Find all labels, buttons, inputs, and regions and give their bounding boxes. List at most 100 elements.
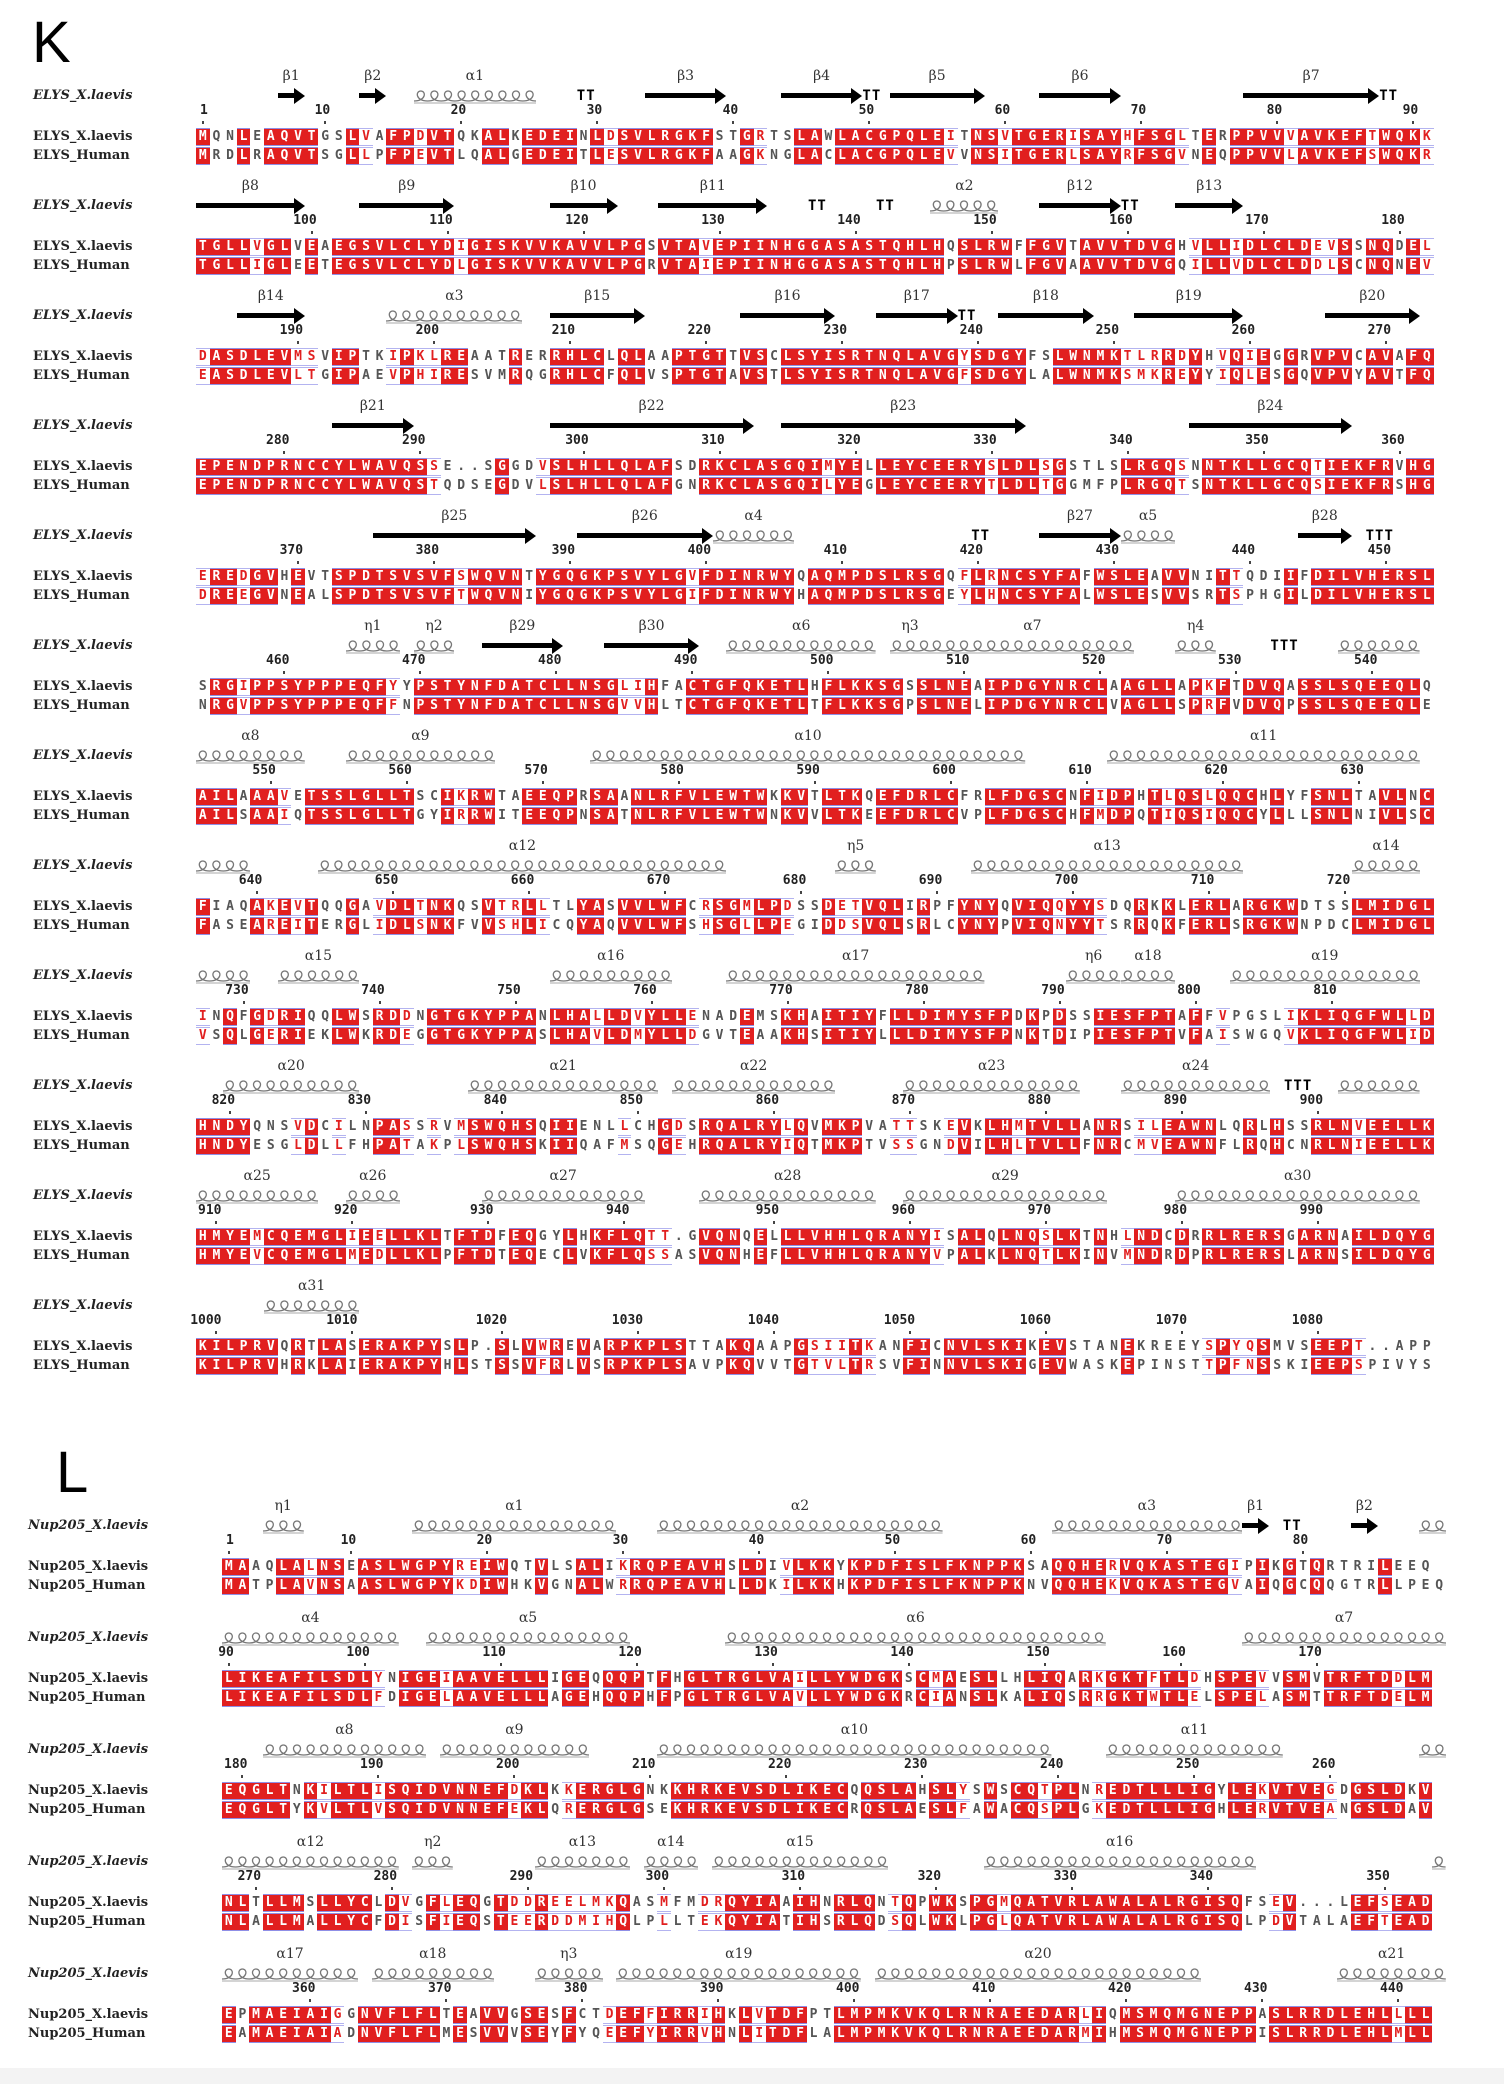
residue: . [484,1339,493,1354]
residue: A [1092,1913,1106,1931]
residue: S [1148,128,1162,146]
residue: H [602,1913,617,1931]
arrow-head [1340,528,1352,544]
residue: K [1000,1690,1008,1705]
residue: G [874,1689,889,1707]
residue: T [810,789,819,804]
residue: M [1093,367,1108,385]
residue: C [264,1247,278,1265]
residue: Q [579,1138,588,1153]
residue: I [902,1558,916,1576]
residue-number: 350 [1366,1869,1390,1884]
residue: R [1311,1228,1325,1246]
residue: S [878,1358,887,1373]
residue: S [590,788,604,806]
residue: G [876,147,890,165]
panel-letter: L [56,1440,89,1505]
residue: Q [861,1894,875,1912]
residue: V [291,1118,305,1136]
residue: K [848,697,863,715]
residue: T [1187,1577,1202,1595]
residue: V [264,568,278,586]
residue: A [878,1119,887,1134]
strand-label: β21 [359,398,386,414]
residue: L [794,1228,808,1246]
residue: F [960,789,969,804]
residue: S [644,1247,659,1265]
residue: P [209,477,224,495]
residue: I [1367,1559,1376,1574]
arrow-head [851,88,863,104]
residue: S [1191,478,1200,493]
residue: N [998,587,1012,605]
alpha-helix-icon [874,1966,1202,1987]
residue: E [466,1558,481,1576]
tick-mark [705,561,707,564]
residue: L [1340,1895,1348,1910]
residue: R [604,1338,618,1356]
residue: V [794,807,808,825]
residue: D [1379,1228,1393,1246]
tick-mark [487,1221,490,1224]
residue: T [1012,128,1026,146]
residue: E [536,807,550,825]
residue: E [454,367,468,385]
residue: F [658,458,672,476]
residue: L [942,1801,957,1819]
residue: E [575,1689,590,1707]
alpha-helix-icon [221,1854,399,1875]
residue: S [306,1895,315,1910]
residue: G [631,238,645,256]
residue: Q [616,1670,630,1688]
residue: V [957,1357,972,1375]
residue-number: 960 [891,1203,916,1218]
residue: W [1379,1027,1393,1045]
residue: E [753,1247,768,1265]
residue: Q [1175,788,1189,806]
residue: E [1408,1559,1416,1574]
residue: W [345,1008,360,1026]
residue: D [672,1118,686,1136]
residue: F [946,899,955,914]
residue: I [480,1558,494,1576]
residue: P [563,807,577,825]
residue: R [1337,1670,1351,1688]
residue-number: 30 [586,103,603,118]
strand-label: β23 [890,398,917,414]
residue: I [726,568,740,586]
residue: L [1406,1008,1420,1026]
residue: D [861,1670,875,1688]
residue: S [1096,1358,1105,1373]
residue: I [1201,1913,1215,1931]
tick-mark [773,1111,775,1114]
residue: L [606,349,615,364]
residue: L [1028,368,1037,383]
residue: G [334,148,343,163]
residue: P [238,2007,247,2022]
residue-number: 260 [1231,323,1256,338]
residue: Q [466,1894,481,1912]
residue: L [821,807,836,825]
residue: L [916,257,931,275]
residue: N [292,1783,301,1798]
residue: L [1228,1801,1242,1819]
residue: S [1297,697,1312,715]
residue: S [984,458,999,476]
residue: I [1352,1137,1366,1155]
residue: L [604,1027,618,1045]
residue: T [522,697,536,715]
residue: S [223,348,237,366]
residue: Y [371,1670,386,1688]
residue: D [536,128,550,146]
residue: L [998,1247,1012,1265]
alpha-helix-icon [195,1188,319,1209]
helix-label: η5 [846,838,865,854]
residue: A [1160,1577,1174,1595]
residue: W [1188,1118,1203,1136]
residue: Q [235,1801,250,1819]
residue: E [1134,568,1148,586]
residue: N [631,807,645,825]
residue: F [606,1138,615,1153]
residue: S [470,368,479,383]
residue: A [209,348,224,366]
